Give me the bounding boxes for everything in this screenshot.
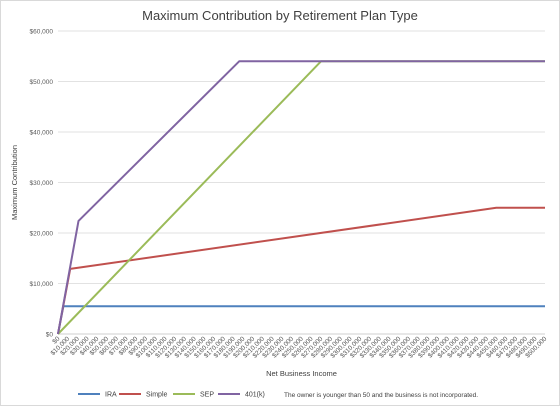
legend-label: SEP <box>200 392 214 399</box>
series-lines <box>57 60 545 335</box>
series-line-sep <box>57 60 545 335</box>
x-axis-title: Net Business Income <box>266 369 337 378</box>
chart-title: Maximum Contribution by Retirement Plan … <box>142 8 418 23</box>
y-tick-label: $0 <box>46 332 54 339</box>
grid-lines <box>58 30 545 335</box>
series-line-simple <box>57 206 545 335</box>
y-tick-label: $20,000 <box>30 231 54 238</box>
y-tick-label: $40,000 <box>30 130 54 137</box>
series-line-ira <box>57 305 545 335</box>
y-tick-label: $60,000 <box>30 29 54 36</box>
y-tick-label: $30,000 <box>30 180 54 187</box>
legend-label: IRA <box>105 392 117 399</box>
y-tick-label: $10,000 <box>30 281 54 288</box>
x-tick-label: $0 <box>51 335 61 345</box>
chart-note: The owner is younger than 50 and the bus… <box>284 392 478 399</box>
legend-label: 401(k) <box>245 392 265 399</box>
legend-label: Simple <box>146 392 168 399</box>
legend: IRA Simple SEP 401(k) <box>78 392 265 399</box>
x-axis-ticks: $0$10,000$20,000$30,000$40,000$50,000$60… <box>50 335 549 359</box>
series-line-401k <box>57 60 545 335</box>
y-axis-title: Maximum Contribution <box>10 145 19 220</box>
y-axis-ticks: $0 $10,000 $20,000 $30,000 $40,000 $50,000 $60… <box>30 29 54 339</box>
y-tick-label: $50,000 <box>30 79 54 86</box>
